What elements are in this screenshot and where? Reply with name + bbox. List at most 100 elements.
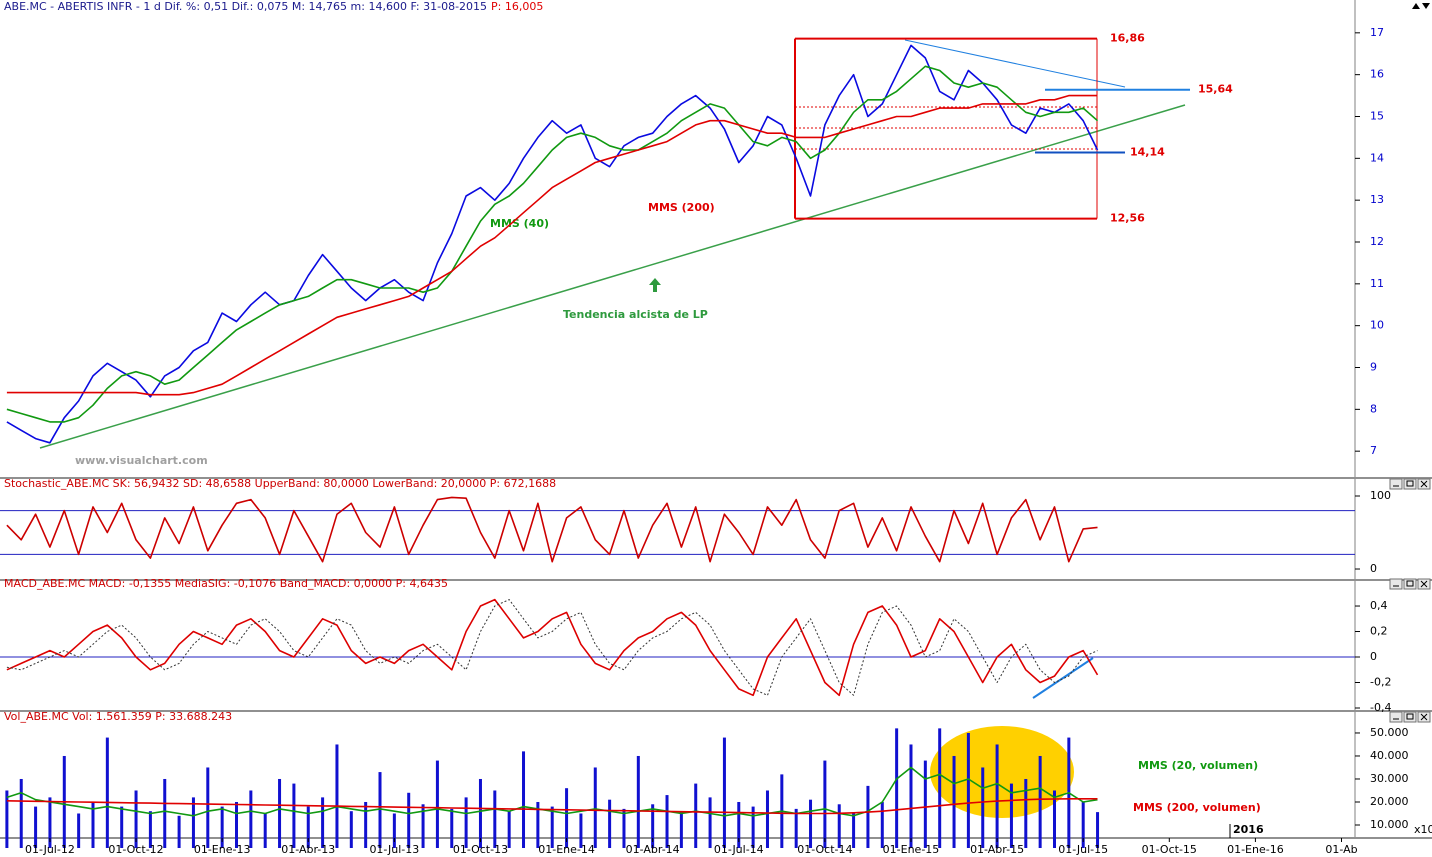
volume-bar [995,744,999,848]
y-tick-label: 30.000 [1370,772,1409,785]
y-tick-label: 16 [1370,68,1384,81]
x-tick-label: 01-Abr-15 [970,843,1024,856]
y-tick-label: 7 [1370,444,1377,457]
series-label: MMS (200) [648,201,715,214]
y-tick-label: 11 [1370,277,1384,290]
volume-bar [809,799,813,848]
scale-note: x100 [1414,823,1432,836]
y-tick-label: -0,2 [1370,676,1391,689]
volume-bar [450,808,454,848]
volume-bar [105,737,109,848]
volume-bar [278,778,282,848]
volume-bar [1038,755,1042,848]
window-button[interactable] [1403,478,1417,490]
y-tick-label: 10 [1370,319,1384,332]
volume-bar [292,783,296,848]
panel: Stochastic_ABE.MC SK: 56,9432 SD: 48,658… [0,477,1432,581]
x-tick-label: 01-Ene-14 [538,843,595,856]
series-line [6,798,1098,815]
volume-bar [134,790,138,848]
x-tick-label: 01-Jul-12 [25,843,75,856]
volume-bar [1052,790,1056,848]
volume-bar [679,811,683,848]
volume-bar [722,737,726,848]
volume-bar [163,778,167,848]
volume-bar [478,778,482,848]
y-tick-label: 9 [1370,361,1377,374]
scroll-up[interactable] [1412,3,1420,9]
volume-bar [909,744,913,848]
header-extra: P: 16,005 [491,0,543,13]
x-tick-label: 01-Abr-14 [626,843,680,856]
x-tick-label: 01-Jul-14 [714,843,764,856]
volume-bar [464,797,468,848]
level-label: 15,64 [1198,83,1233,96]
volume-bar [966,732,970,848]
volume-bar [220,806,224,848]
panel-header: MACD_ABE.MC MACD: -0,1355 MediaSIG: -0,1… [4,577,448,590]
volume-bar [321,797,325,848]
volume-bar [565,788,569,848]
volume-bar [536,801,540,848]
volume-bar [249,790,253,848]
panel: ABE.MC - ABERTIS INFR - 1 d Dif. %: 0,51… [0,0,1432,479]
window-button[interactable] [1403,578,1417,590]
volume-bar [866,785,870,848]
volume-bar [421,804,425,848]
volume-bar [708,797,712,848]
y-tick-label: 13 [1370,193,1384,206]
y-tick-label: 12 [1370,235,1384,248]
annotation: www.visualchart.com [75,454,208,467]
volume-bar [694,783,698,848]
window-button[interactable] [1403,711,1417,723]
volume-bar [1009,783,1013,848]
x-tick-label: 01-Oct-12 [108,843,163,856]
volume-bar [177,815,181,848]
y-tick-label: 0 [1370,562,1377,575]
y-tick-label: 40.000 [1370,749,1409,762]
volume-bar [622,808,626,848]
y-tick-label: 50.000 [1370,726,1409,739]
volume-bar [751,806,755,848]
volume-bar [91,801,95,848]
volume-bar [206,767,210,848]
header-text: MACD_ABE.MC MACD: -0,1355 MediaSIG: -0,1… [4,577,448,590]
x-tick-label: 01-Abr-13 [281,843,335,856]
level-label: 14,14 [1130,145,1165,158]
x-tick-label: 01-Ene-15 [883,843,940,856]
volume-bar [1024,778,1028,848]
window-button[interactable] [1389,711,1403,723]
series-line [6,496,1098,563]
x-tick-label: 01-Oct-14 [797,843,852,856]
volume-bar [263,813,267,848]
volume-bar [981,767,985,848]
volume-bar [77,813,81,848]
volume-bar [364,801,368,848]
volume-bar [579,813,583,848]
y-tick-label: 20.000 [1370,795,1409,808]
volume-bar [952,755,956,848]
volume-bar [895,728,899,848]
volume-bar [880,801,884,848]
panel-header: ABE.MC - ABERTIS INFR - 1 d Dif. %: 0,51… [4,0,543,13]
volume-bar [837,804,841,848]
volume-bar [665,795,669,848]
scroll-down[interactable] [1422,3,1430,9]
volume-bar [823,760,827,848]
series-line [6,599,1098,696]
window-button[interactable] [1389,578,1403,590]
resistance-line [904,39,1126,88]
highlight [930,726,1074,818]
series-line [6,65,1099,423]
volume-bar [593,767,597,848]
volume-bar [19,778,23,848]
window-button[interactable] [1389,478,1403,490]
series-line [6,94,1098,396]
volume-bar [235,801,239,848]
series-line [6,598,1099,697]
y-tick-label: 0 [1370,650,1377,663]
volume-bar [435,760,439,848]
y-tick-label: 100 [1370,489,1391,502]
button-icon [1420,480,1428,488]
